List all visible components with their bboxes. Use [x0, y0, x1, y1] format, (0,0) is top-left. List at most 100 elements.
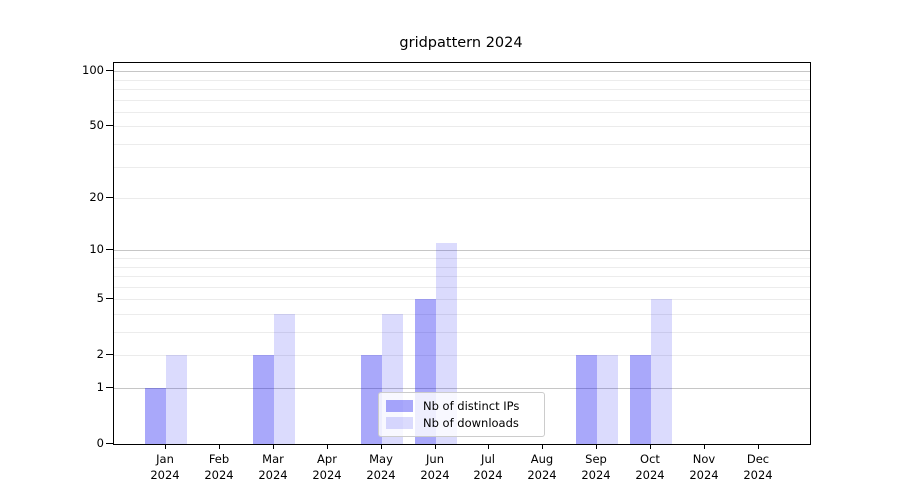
plot-area: [113, 62, 811, 445]
bar-downloads: [651, 299, 672, 444]
x-tick-label-mar: Mar 2024: [243, 452, 303, 483]
month-label: Nov: [692, 452, 716, 466]
gridline: [114, 299, 810, 301]
y-tick-label: 2: [96, 347, 104, 362]
y-tick-mark: [106, 443, 113, 444]
x-tick-mark: [273, 444, 274, 449]
legend-label: Nb of distinct IPs: [423, 399, 520, 413]
y-tick-mark: [106, 249, 113, 250]
y-tick-mark: [106, 70, 113, 71]
x-tick-label-may: May 2024: [351, 452, 411, 483]
y-tick-label: 10: [89, 242, 104, 257]
x-tick-mark: [488, 444, 489, 449]
month-label: Oct: [640, 452, 660, 466]
x-tick-label-jul: Jul 2024: [458, 452, 518, 483]
bar-downloads: [597, 355, 618, 444]
year-label: 2024: [743, 467, 773, 482]
x-tick-mark: [381, 444, 382, 449]
bar-distinct-ips: [361, 355, 382, 444]
bar-distinct-ips: [253, 355, 274, 444]
year-label: 2024: [312, 467, 342, 482]
gridline-minor: [114, 99, 810, 101]
x-tick-label-oct: Oct 2024: [620, 452, 680, 483]
x-tick-mark: [165, 444, 166, 449]
month-label: Feb: [208, 452, 230, 466]
x-tick-mark: [596, 444, 597, 449]
month-label: Jan: [156, 452, 174, 466]
gridline-minor: [114, 266, 810, 268]
x-tick-label-feb: Feb 2024: [189, 452, 249, 483]
bar-distinct-ips: [145, 388, 166, 444]
x-tick-mark: [704, 444, 705, 449]
legend-swatch-icon: [386, 400, 413, 412]
gridline: [114, 126, 810, 128]
month-label: Sep: [585, 452, 607, 466]
x-tick-mark: [650, 444, 651, 449]
x-tick-mark: [435, 444, 436, 449]
y-tick-label: 20: [89, 190, 104, 205]
bar-distinct-ips: [630, 355, 651, 444]
x-tick-label-aug: Aug 2024: [512, 452, 572, 483]
month-label: May: [369, 452, 393, 466]
month-label: Jun: [426, 452, 444, 466]
y-tick-mark: [106, 197, 113, 198]
gridline-minor: [114, 332, 810, 333]
gridline: [114, 198, 810, 200]
bar-downloads: [274, 314, 295, 444]
gridline-minor: [114, 258, 810, 259]
legend: Nb of distinct IPs Nb of downloads: [378, 392, 545, 437]
x-tick-label-apr: Apr 2024: [297, 452, 357, 483]
x-tick-label-jun: Jun 2024: [405, 452, 465, 483]
month-label: Dec: [746, 452, 770, 466]
gridline-major: [114, 388, 810, 389]
legend-swatch-icon: [386, 417, 413, 429]
x-tick-mark: [327, 444, 328, 449]
y-tick-label: 50: [89, 118, 104, 133]
legend-row: Nb of downloads: [386, 416, 537, 430]
x-tick-label-dec: Dec 2024: [728, 452, 788, 483]
y-tick-mark: [106, 387, 113, 388]
legend-label: Nb of downloads: [423, 416, 519, 430]
y-tick-label: 5: [96, 291, 104, 306]
year-label: 2024: [473, 467, 503, 482]
year-label: 2024: [150, 467, 180, 482]
y-tick-label: 0: [96, 436, 104, 450]
gridline-major: [114, 71, 810, 73]
x-tick-label-nov: Nov 2024: [674, 452, 734, 483]
year-label: 2024: [420, 467, 450, 482]
month-label: Aug: [530, 452, 554, 466]
y-tick-mark: [106, 354, 113, 355]
year-label: 2024: [366, 467, 396, 482]
year-label: 2024: [689, 467, 719, 482]
year-label: 2024: [635, 467, 665, 482]
gridline-minor: [114, 144, 810, 145]
y-tick-mark: [106, 298, 113, 299]
year-label: 2024: [258, 467, 288, 482]
y-tick-label: 1: [96, 380, 104, 394]
x-tick-mark: [758, 444, 759, 449]
x-tick-mark: [219, 444, 220, 449]
bar-downloads: [166, 355, 187, 444]
month-label: Apr: [317, 452, 337, 466]
x-tick-label-jan: Jan 2024: [135, 452, 195, 483]
gridline-minor: [114, 79, 810, 81]
year-label: 2024: [204, 467, 234, 482]
gridline-minor: [114, 276, 810, 277]
month-label: Mar: [262, 452, 284, 466]
gridline: [114, 355, 810, 357]
gridline-minor: [114, 111, 810, 113]
x-tick-label-sep: Sep 2024: [566, 452, 626, 483]
x-tick-mark: [542, 444, 543, 449]
y-tick-label: 100: [82, 63, 104, 78]
gridline-major: [114, 250, 810, 252]
gridline-minor: [114, 286, 810, 288]
chart-title: gridpattern 2024: [399, 35, 523, 51]
gridline-minor: [114, 314, 810, 315]
legend-row: Nb of distinct IPs: [386, 399, 537, 413]
y-tick-mark: [106, 125, 113, 126]
gridline-minor: [114, 89, 810, 90]
bar-distinct-ips: [576, 355, 597, 444]
gridline-minor: [114, 166, 810, 168]
year-label: 2024: [527, 467, 557, 482]
